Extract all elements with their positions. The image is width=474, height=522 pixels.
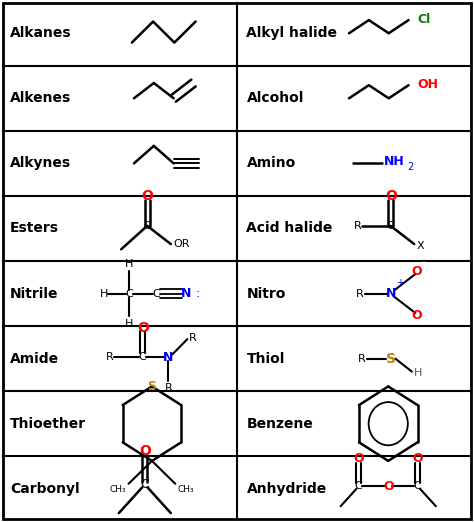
Text: N: N: [163, 351, 173, 364]
Text: H: H: [125, 318, 133, 328]
Text: Esters: Esters: [10, 221, 59, 235]
Text: Cl: Cl: [417, 13, 430, 26]
Text: O: O: [412, 453, 423, 466]
Text: R: R: [356, 289, 364, 299]
Text: X: X: [417, 241, 424, 251]
Text: Alcohol: Alcohol: [246, 91, 304, 105]
Text: OR: OR: [173, 239, 190, 249]
Text: N: N: [181, 287, 191, 300]
Text: -: -: [421, 256, 425, 266]
Text: :: :: [191, 287, 200, 300]
Text: C: C: [125, 289, 133, 299]
Text: R: R: [358, 353, 366, 364]
Text: C: C: [414, 481, 421, 491]
Text: O: O: [411, 309, 422, 322]
Text: O: O: [139, 444, 151, 458]
Text: CH₃: CH₃: [109, 485, 126, 494]
Text: Carbonyl: Carbonyl: [10, 482, 80, 496]
Text: S: S: [385, 352, 396, 365]
Text: H: H: [125, 258, 133, 268]
Text: R: R: [164, 383, 173, 394]
Text: C: C: [138, 352, 146, 362]
Text: H: H: [414, 368, 423, 378]
Text: S: S: [147, 380, 156, 393]
Text: Amino: Amino: [246, 157, 296, 170]
Text: Nitrile: Nitrile: [10, 287, 59, 301]
Text: +: +: [396, 278, 404, 288]
Text: O: O: [142, 189, 154, 203]
Text: 2: 2: [407, 162, 413, 172]
Text: Nitro: Nitro: [246, 287, 286, 301]
Text: O: O: [137, 321, 149, 335]
Text: OH: OH: [417, 78, 438, 91]
Text: Alkenes: Alkenes: [10, 91, 72, 105]
Text: O: O: [385, 189, 397, 203]
Text: C: C: [355, 481, 363, 491]
Text: Amide: Amide: [10, 352, 59, 365]
Text: C: C: [387, 221, 394, 231]
Text: C: C: [143, 221, 151, 231]
Text: Alkyl halide: Alkyl halide: [246, 26, 337, 40]
Text: R: R: [106, 352, 113, 362]
Text: Thioether: Thioether: [10, 417, 86, 431]
Text: C: C: [140, 478, 149, 491]
Text: Alkynes: Alkynes: [10, 157, 71, 170]
Text: O: O: [383, 480, 393, 493]
Text: NH: NH: [384, 156, 404, 168]
Text: N: N: [385, 287, 396, 300]
Text: H: H: [100, 289, 109, 299]
Text: Thiol: Thiol: [246, 352, 285, 365]
Text: CH₃: CH₃: [178, 485, 194, 494]
Text: Acid halide: Acid halide: [246, 221, 333, 235]
Text: Benzene: Benzene: [246, 417, 313, 431]
Text: Alkanes: Alkanes: [10, 26, 72, 40]
Text: O: O: [354, 453, 364, 466]
Text: C: C: [153, 289, 160, 299]
Text: R: R: [354, 221, 361, 231]
Text: O: O: [411, 265, 422, 278]
Text: R: R: [189, 333, 196, 343]
Text: Anhydride: Anhydride: [246, 482, 327, 496]
